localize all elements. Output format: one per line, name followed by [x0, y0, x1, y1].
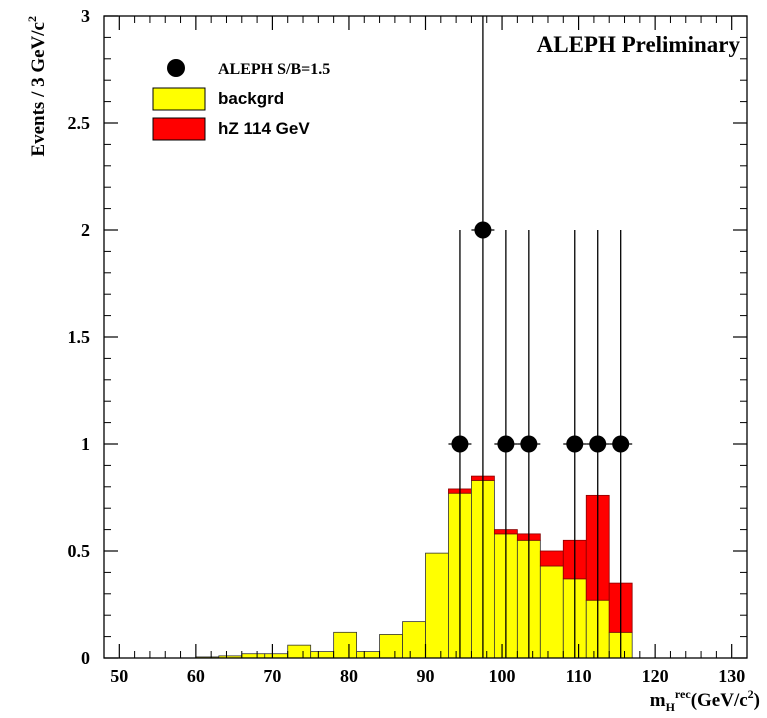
y-tick-label: 0.5 [68, 541, 91, 561]
legend-swatch [152, 117, 206, 141]
x-tick-label: 80 [340, 666, 358, 686]
x-tick-label: 100 [489, 666, 516, 686]
data-point [451, 435, 469, 453]
data-point [612, 435, 630, 453]
x-axis-label: mHrec(GeV/c2) [650, 687, 760, 714]
x-tick-label: 110 [566, 666, 592, 686]
legend-label: backgrd [218, 89, 284, 108]
data-point [566, 435, 584, 453]
y-label-main: Events / 3 GeV/c [28, 22, 49, 157]
y-tick-label: 3 [81, 6, 90, 26]
y-tick-label: 1.5 [68, 327, 91, 347]
x-label-sup: rec [675, 687, 691, 701]
x-tick-label: 120 [642, 666, 669, 686]
x-tick-label: 60 [187, 666, 205, 686]
data-point [497, 435, 515, 453]
y-axis-label: Events / 3 GeV/c2 [25, 16, 49, 157]
bar-background [287, 644, 312, 659]
x-tick-label: 70 [263, 666, 281, 686]
legend-label: hZ 114 GeV [218, 119, 310, 138]
x-label-end: ) [754, 690, 760, 711]
legend-marker [167, 59, 185, 77]
y-tick-label: 1 [81, 434, 90, 454]
bar-background [539, 565, 564, 659]
legend-label: ALEPH S/B=1.5 [218, 61, 330, 78]
y-tick-label: 0 [81, 648, 90, 668]
data-point [474, 221, 492, 239]
bar-background [356, 651, 380, 659]
legend-swatch [152, 87, 206, 111]
bar-background [379, 634, 403, 659]
x-tick-label: 130 [718, 666, 745, 686]
bar-background [402, 621, 426, 659]
plot-area [195, 16, 633, 659]
data-point [589, 435, 607, 453]
data-point [520, 435, 538, 453]
x-label-m: m [650, 690, 666, 711]
y-label-sup: 2 [25, 16, 39, 22]
bar-background [425, 552, 449, 659]
x-label-unit: (GeV/c [691, 690, 748, 711]
x-label-sup2: 2 [748, 687, 754, 701]
y-tick-label: 2.5 [68, 113, 91, 133]
annotation: ALEPH Preliminary [537, 32, 741, 57]
bar-background [333, 631, 358, 659]
x-tick-label: 90 [417, 666, 435, 686]
x-label-sub: H [666, 700, 676, 714]
x-tick-label: 50 [110, 666, 128, 686]
y-tick-label: 2 [81, 220, 90, 240]
bar-background [310, 651, 335, 659]
bar-signal [539, 550, 564, 567]
